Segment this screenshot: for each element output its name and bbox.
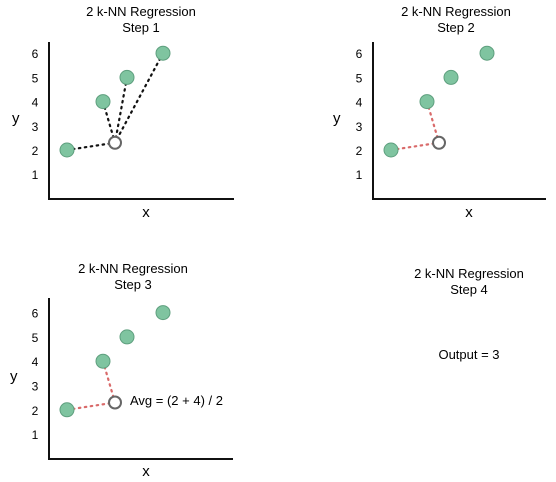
data-points	[383, 45, 495, 158]
panel-step-1: 2 k-NN Regression Step 1 y x 1 2 3 4 5 6	[12, 4, 234, 221]
query-point-marker	[108, 135, 122, 150]
y-axis-label: y	[10, 368, 18, 385]
y-tick-label: 1	[32, 428, 39, 442]
query-point-marker	[432, 135, 446, 150]
data-point	[383, 142, 399, 158]
distance-line	[113, 52, 165, 144]
distance-line	[113, 76, 129, 144]
panel-step-label: Step 4	[450, 282, 488, 297]
distance-line	[389, 141, 441, 152]
distance-lines	[389, 100, 441, 152]
data-point	[95, 353, 111, 369]
y-tick-label: 4	[32, 355, 39, 369]
panel-step-label: Step 1	[122, 20, 160, 35]
distance-lines	[65, 52, 165, 152]
panel-step-label: Step 2	[437, 20, 475, 35]
data-point	[419, 94, 435, 110]
data-point	[479, 45, 495, 61]
y-tick-label: 6	[32, 307, 39, 321]
data-point	[59, 402, 75, 418]
y-ticks: 1 2 3 4 5 6	[32, 307, 39, 443]
y-tick-label: 4	[32, 96, 39, 110]
distance-line	[65, 141, 117, 152]
data-point	[443, 69, 459, 85]
output-text: Output = 3	[438, 347, 499, 362]
data-point	[119, 329, 135, 345]
y-tick-label: 3	[32, 120, 39, 134]
y-tick-label: 2	[32, 404, 39, 418]
data-points	[59, 305, 171, 418]
y-axis-label: y	[12, 110, 20, 127]
y-tick-label: 6	[356, 47, 363, 61]
panel-title: 2 k-NN Regression	[86, 4, 196, 19]
data-point	[155, 45, 171, 61]
x-axis-label: x	[142, 463, 150, 480]
y-ticks: 1 2 3 4 5 6	[356, 47, 363, 182]
query-point	[108, 135, 122, 150]
data-point	[155, 305, 171, 321]
x-axis-label: x	[142, 204, 150, 221]
y-tick-label: 3	[356, 120, 363, 134]
query-point-marker	[108, 395, 122, 410]
panel-title: 2 k-NN Regression	[414, 266, 524, 281]
data-point	[119, 69, 135, 85]
data-point	[59, 142, 75, 158]
query-point	[108, 395, 122, 410]
y-tick-label: 4	[356, 96, 363, 110]
distance-lines	[65, 360, 117, 411]
average-formula: Avg = (2 + 4) / 2	[130, 393, 223, 408]
y-tick-label: 5	[32, 331, 39, 345]
y-tick-label: 1	[32, 168, 39, 182]
annotation: Avg = (2 + 4) / 2	[130, 393, 223, 408]
y-axis-label: y	[333, 110, 341, 127]
panel-title: 2 k-NN Regression	[401, 4, 511, 19]
panel-step-3: 2 k-NN Regression Step 3 y x 1 2 3 4 5 6 Avg …	[10, 261, 233, 480]
data-point	[95, 94, 111, 110]
y-ticks: 1 2 3 4 5 6	[32, 47, 39, 182]
panel-step-label: Step 3	[114, 277, 152, 292]
y-tick-label: 1	[356, 168, 363, 182]
panel-title: 2 k-NN Regression	[78, 261, 188, 276]
panel-step-4: 2 k-NN Regression Step 4 Output = 3	[414, 266, 524, 362]
x-axis-label: x	[465, 204, 473, 221]
y-tick-label: 3	[32, 380, 39, 394]
y-tick-label: 5	[356, 71, 363, 85]
y-tick-label: 6	[32, 47, 39, 61]
y-tick-label: 5	[32, 71, 39, 85]
y-tick-label: 2	[356, 144, 363, 158]
query-point	[432, 135, 446, 150]
panel-step-2: 2 k-NN Regression Step 2 y x 1 2 3 4 5 6	[333, 4, 546, 221]
y-tick-label: 2	[32, 144, 39, 158]
data-points	[59, 45, 171, 158]
distance-line	[65, 401, 117, 411]
